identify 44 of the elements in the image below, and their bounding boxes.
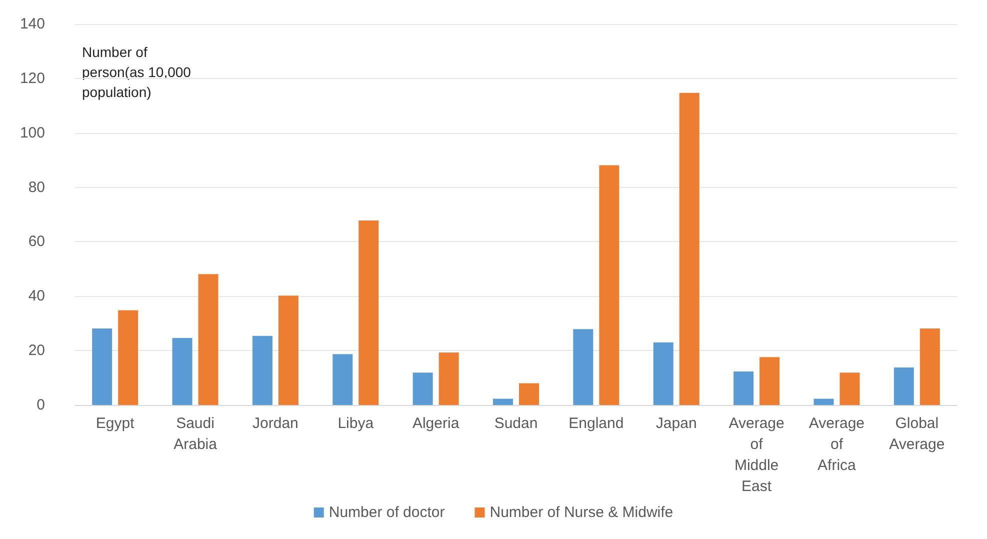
- x-tick-label: Average of Middle East: [728, 415, 784, 495]
- y-axis-title: Number of person(as 10,000 population): [82, 44, 192, 100]
- bar: [653, 342, 674, 405]
- bar: [412, 372, 433, 405]
- y-tick-label: 100: [20, 124, 45, 142]
- x-tick-label: Sudan: [494, 415, 538, 432]
- y-tick-label: 20: [28, 342, 45, 360]
- bar: [920, 328, 940, 405]
- bar: [760, 357, 780, 405]
- bar: [198, 274, 218, 405]
- x-tick-label: Saudi Arabia: [174, 415, 218, 453]
- x-tick-label: Libya: [338, 415, 374, 432]
- bar: [894, 367, 914, 405]
- x-tick-label: Global Average: [889, 415, 945, 453]
- x-tick-label: Japan: [656, 415, 697, 432]
- bar: [332, 354, 353, 405]
- bar: [734, 372, 754, 405]
- bar: [118, 310, 138, 405]
- y-tick-label: 0: [36, 396, 45, 414]
- bar: [358, 220, 379, 405]
- bar: [519, 383, 539, 405]
- bar: [172, 338, 192, 405]
- legend-label: Number of doctor: [328, 504, 445, 521]
- y-tick-label: 140: [20, 16, 45, 32]
- bar: [679, 92, 700, 405]
- x-tick-label: Algeria: [412, 415, 460, 432]
- y-tick-label: 60: [28, 233, 45, 250]
- bar: [599, 165, 620, 405]
- bar: [573, 329, 594, 405]
- y-tick-label: 80: [28, 178, 45, 196]
- bar: [493, 398, 513, 405]
- x-tick-label: England: [568, 415, 624, 432]
- bar: [840, 372, 860, 405]
- x-tick-label: Egypt: [96, 415, 136, 432]
- y-tick-label: 40: [28, 288, 45, 305]
- x-tick-label: Jordan: [252, 415, 298, 432]
- bar: [278, 296, 298, 405]
- y-tick-label: 120: [20, 70, 45, 87]
- legend-label: Number of Nurse & Midwife: [490, 504, 674, 521]
- bar: [92, 328, 112, 405]
- bar: [814, 398, 834, 405]
- bar: [252, 336, 272, 405]
- x-tick-label: Average of Africa: [808, 415, 865, 474]
- bar: [438, 352, 459, 405]
